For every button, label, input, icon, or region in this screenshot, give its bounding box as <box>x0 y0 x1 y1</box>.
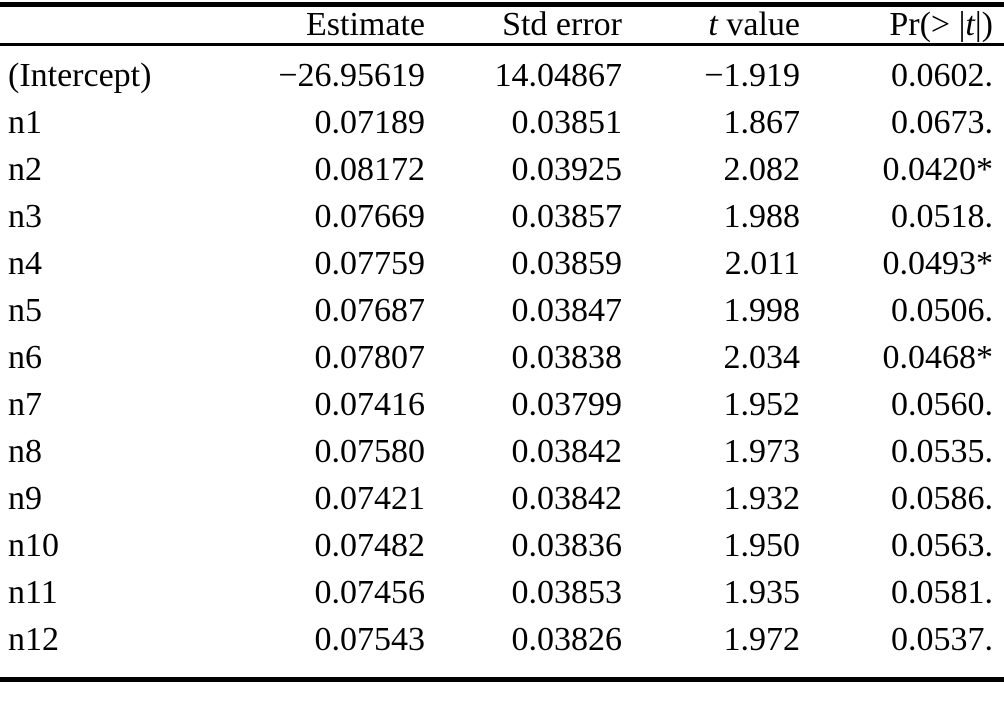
t-value-cell: 1.935 <box>723 574 801 611</box>
table-row: (Intercept) −26.95619 14.04867 −1.919 0.… <box>0 45 1004 100</box>
t-value-cell: 1.952 <box>723 386 801 423</box>
std-error-cell: 0.03838 <box>511 339 623 376</box>
header-estimate: Estimate <box>268 7 425 46</box>
t-value-cell: 1.973 <box>723 433 801 470</box>
table-row: n12 0.07543 0.03826 1.972 0.0537. <box>0 616 1004 677</box>
header-pr-t-italic: t <box>965 6 975 43</box>
row-label: (Intercept) <box>8 57 152 94</box>
row-label: n3 <box>8 198 42 235</box>
table-row: n7 0.07416 0.03799 1.952 0.0560. <box>0 381 1004 428</box>
table-top-rule <box>0 2 1004 7</box>
std-error-cell: 0.03826 <box>511 621 623 658</box>
t-value-cell: 1.867 <box>723 104 801 141</box>
header-t-value: t value <box>622 6 800 46</box>
header-t-italic: t <box>708 6 718 43</box>
row-label: n5 <box>8 292 42 329</box>
row-label: n9 <box>8 480 42 517</box>
std-error-cell: 0.03842 <box>511 480 623 517</box>
row-label: n1 <box>8 104 42 141</box>
std-error-cell: 0.03799 <box>511 386 623 423</box>
t-value-cell: 1.988 <box>723 198 801 235</box>
row-label: n2 <box>8 151 42 188</box>
p-value-cell: 0.0673. <box>891 104 993 141</box>
header-pr-suffix: |) <box>974 6 993 43</box>
std-error-cell: 0.03853 <box>511 574 623 611</box>
p-value-cell: 0.0602. <box>891 57 993 94</box>
estimate-cell: 0.07807 <box>314 339 426 376</box>
table-row: n8 0.07580 0.03842 1.973 0.0535. <box>0 428 1004 475</box>
std-error-cell: 0.03859 <box>511 245 623 282</box>
std-error-cell: 0.03842 <box>511 433 623 470</box>
estimate-cell: 0.07580 <box>314 433 426 470</box>
table-row: n3 0.07669 0.03857 1.988 0.0518. <box>0 193 1004 240</box>
t-value-cell: 2.034 <box>723 339 801 376</box>
std-error-cell: 0.03851 <box>511 104 623 141</box>
header-pr-t: Pr(> |t|) <box>800 6 1004 46</box>
std-error-cell: 0.03925 <box>511 151 623 188</box>
table-row: n2 0.08172 0.03925 2.082 0.0420* <box>0 146 1004 193</box>
p-value-cell: 0.0506. <box>891 292 993 329</box>
table-row: n10 0.07482 0.03836 1.950 0.0563. <box>0 522 1004 569</box>
p-value-cell: 0.0493* <box>882 245 994 282</box>
row-label: n10 <box>8 527 59 564</box>
t-value-cell: −1.919 <box>704 57 800 94</box>
t-value-cell: 1.972 <box>723 621 801 658</box>
t-value-cell: 1.998 <box>723 292 801 329</box>
t-value-cell: 1.932 <box>723 480 801 517</box>
header-pr-prefix: Pr(> | <box>889 6 966 43</box>
t-value-cell: 2.011 <box>724 245 800 282</box>
header-t-rest: value <box>717 6 800 43</box>
estimate-cell: 0.07543 <box>314 621 426 658</box>
estimate-cell: −26.95619 <box>278 57 425 94</box>
row-label: n11 <box>8 574 58 611</box>
estimate-cell: 0.08172 <box>314 151 426 188</box>
p-value-cell: 0.0586. <box>891 480 993 517</box>
p-value-cell: 0.0537. <box>891 621 993 658</box>
p-value-cell: 0.0535. <box>891 433 993 470</box>
p-value-cell: 0.0420* <box>882 151 994 188</box>
row-label: n4 <box>8 245 42 282</box>
t-value-cell: 1.950 <box>723 527 801 564</box>
regression-coefficients-table: Estimate Std error t value Pr(> |t|) (In… <box>0 7 1004 677</box>
table-row: n6 0.07807 0.03838 2.034 0.0468* <box>0 334 1004 381</box>
p-value-cell: 0.0560. <box>891 386 993 423</box>
std-error-cell: 14.04867 <box>494 57 623 94</box>
std-error-cell: 0.03857 <box>511 198 623 235</box>
table-row: n9 0.07421 0.03842 1.932 0.0586. <box>0 475 1004 522</box>
header-std-error: Std error <box>425 7 622 46</box>
t-value-cell: 2.082 <box>723 151 801 188</box>
table-row: n11 0.07456 0.03853 1.935 0.0581. <box>0 569 1004 616</box>
estimate-cell: 0.07456 <box>314 574 426 611</box>
table-row: n4 0.07759 0.03859 2.011 0.0493* <box>0 240 1004 287</box>
row-label: n6 <box>8 339 42 376</box>
p-value-cell: 0.0468* <box>882 339 994 376</box>
estimate-cell: 0.07421 <box>314 480 426 517</box>
table-header: Estimate Std error t value Pr(> |t|) <box>0 6 1004 46</box>
estimate-cell: 0.07669 <box>314 198 426 235</box>
std-error-cell: 0.03847 <box>511 292 623 329</box>
table-body: (Intercept) −26.95619 14.04867 −1.919 0.… <box>0 45 1004 678</box>
header-row-label <box>0 7 268 46</box>
p-value-cell: 0.0581. <box>891 574 993 611</box>
table-bottom-rule <box>0 677 1004 682</box>
p-value-cell: 0.0518. <box>891 198 993 235</box>
row-label: n12 <box>8 621 59 658</box>
std-error-cell: 0.03836 <box>511 527 623 564</box>
estimate-cell: 0.07189 <box>314 104 426 141</box>
row-label: n7 <box>8 386 42 423</box>
p-value-cell: 0.0563. <box>891 527 993 564</box>
table-row: n1 0.07189 0.03851 1.867 0.0673. <box>0 99 1004 146</box>
row-label: n8 <box>8 433 42 470</box>
estimate-cell: 0.07416 <box>314 386 426 423</box>
estimate-cell: 0.07687 <box>314 292 426 329</box>
estimate-cell: 0.07482 <box>314 527 426 564</box>
table-row: n5 0.07687 0.03847 1.998 0.0506. <box>0 287 1004 334</box>
estimate-cell: 0.07759 <box>314 245 426 282</box>
header-row: Estimate Std error t value Pr(> |t|) <box>0 6 1004 46</box>
